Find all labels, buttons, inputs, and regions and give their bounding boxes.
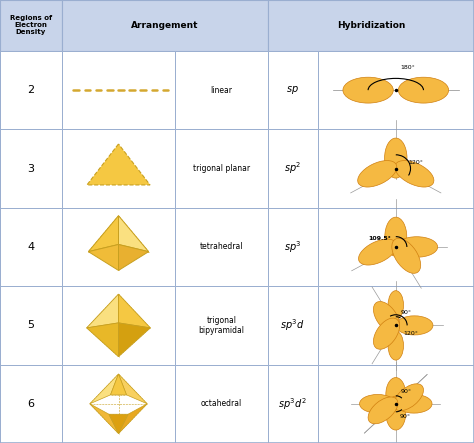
Text: 90°: 90° [401, 389, 412, 394]
Text: octahedral: octahedral [201, 399, 242, 408]
Bar [268, 365, 318, 443]
Ellipse shape [374, 302, 400, 333]
Text: 90°: 90° [400, 414, 410, 419]
Bar [175, 129, 268, 208]
Polygon shape [118, 323, 150, 357]
Ellipse shape [392, 238, 421, 273]
Ellipse shape [396, 237, 438, 257]
Text: 180°: 180° [401, 65, 416, 70]
Bar [62, 129, 175, 208]
Bar [62, 286, 175, 365]
Text: linear: linear [210, 85, 233, 95]
Text: $sp^3$: $sp^3$ [284, 239, 301, 255]
Text: 3: 3 [27, 163, 34, 174]
Polygon shape [118, 374, 147, 404]
Bar [175, 51, 268, 129]
Polygon shape [87, 323, 118, 357]
Ellipse shape [386, 396, 406, 430]
Text: Regions of
Electron
Density: Regions of Electron Density [10, 16, 52, 35]
Text: trigonal
bipyramidal: trigonal bipyramidal [199, 316, 245, 335]
Bar [268, 129, 318, 208]
Bar [268, 0, 474, 51]
Polygon shape [88, 216, 118, 252]
Bar [62, 208, 175, 286]
Text: 120°: 120° [408, 160, 423, 165]
Text: 6: 6 [27, 399, 34, 409]
Polygon shape [109, 414, 128, 434]
Bar [318, 129, 474, 208]
Polygon shape [118, 404, 147, 434]
Ellipse shape [360, 394, 396, 413]
Ellipse shape [394, 384, 423, 411]
Bar [62, 51, 175, 129]
Bar [268, 51, 318, 129]
Ellipse shape [388, 331, 403, 360]
Polygon shape [87, 294, 118, 328]
Ellipse shape [386, 377, 406, 412]
Text: 109.5°: 109.5° [368, 236, 391, 241]
Bar [268, 208, 318, 286]
Bar [62, 0, 268, 51]
Text: 5: 5 [27, 320, 34, 330]
Ellipse shape [384, 138, 407, 178]
Ellipse shape [388, 291, 403, 319]
Bar [0, 286, 62, 365]
Polygon shape [88, 216, 149, 252]
Bar [0, 129, 62, 208]
Ellipse shape [374, 318, 400, 349]
Text: tetrahedral: tetrahedral [200, 242, 243, 252]
Bar [0, 51, 62, 129]
Ellipse shape [368, 397, 398, 424]
Ellipse shape [358, 239, 397, 265]
Text: Hybridization: Hybridization [337, 21, 405, 30]
Polygon shape [118, 216, 149, 252]
Bar [175, 365, 268, 443]
Text: $sp^2$: $sp^2$ [284, 161, 301, 176]
Bar [175, 286, 268, 365]
Text: 4: 4 [27, 242, 35, 252]
Polygon shape [90, 404, 118, 434]
Bar [0, 0, 62, 51]
Bar [318, 286, 474, 365]
Ellipse shape [358, 160, 397, 187]
Text: $sp^3d$: $sp^3d$ [281, 318, 305, 333]
Text: $sp^3d^2$: $sp^3d^2$ [278, 396, 307, 412]
Polygon shape [90, 374, 118, 404]
Polygon shape [88, 245, 118, 270]
Text: 2: 2 [27, 85, 35, 95]
Text: 120°: 120° [403, 331, 418, 336]
Bar [318, 208, 474, 286]
Bar [62, 365, 175, 443]
Text: trigonal planar: trigonal planar [193, 164, 250, 173]
Ellipse shape [385, 217, 407, 256]
Bar [318, 51, 474, 129]
Ellipse shape [343, 77, 393, 103]
Bar [175, 208, 268, 286]
Polygon shape [118, 245, 149, 270]
Text: $sp$: $sp$ [286, 84, 299, 96]
Bar [268, 286, 318, 365]
Ellipse shape [396, 394, 432, 413]
Polygon shape [87, 144, 150, 185]
Text: 90°: 90° [401, 310, 412, 315]
Ellipse shape [396, 316, 433, 335]
Bar [318, 365, 474, 443]
Bar [0, 208, 62, 286]
Bar [0, 365, 62, 443]
Ellipse shape [395, 160, 434, 187]
Polygon shape [118, 294, 150, 328]
Ellipse shape [398, 77, 449, 103]
Polygon shape [110, 374, 127, 395]
Text: Arrangement: Arrangement [131, 21, 199, 30]
